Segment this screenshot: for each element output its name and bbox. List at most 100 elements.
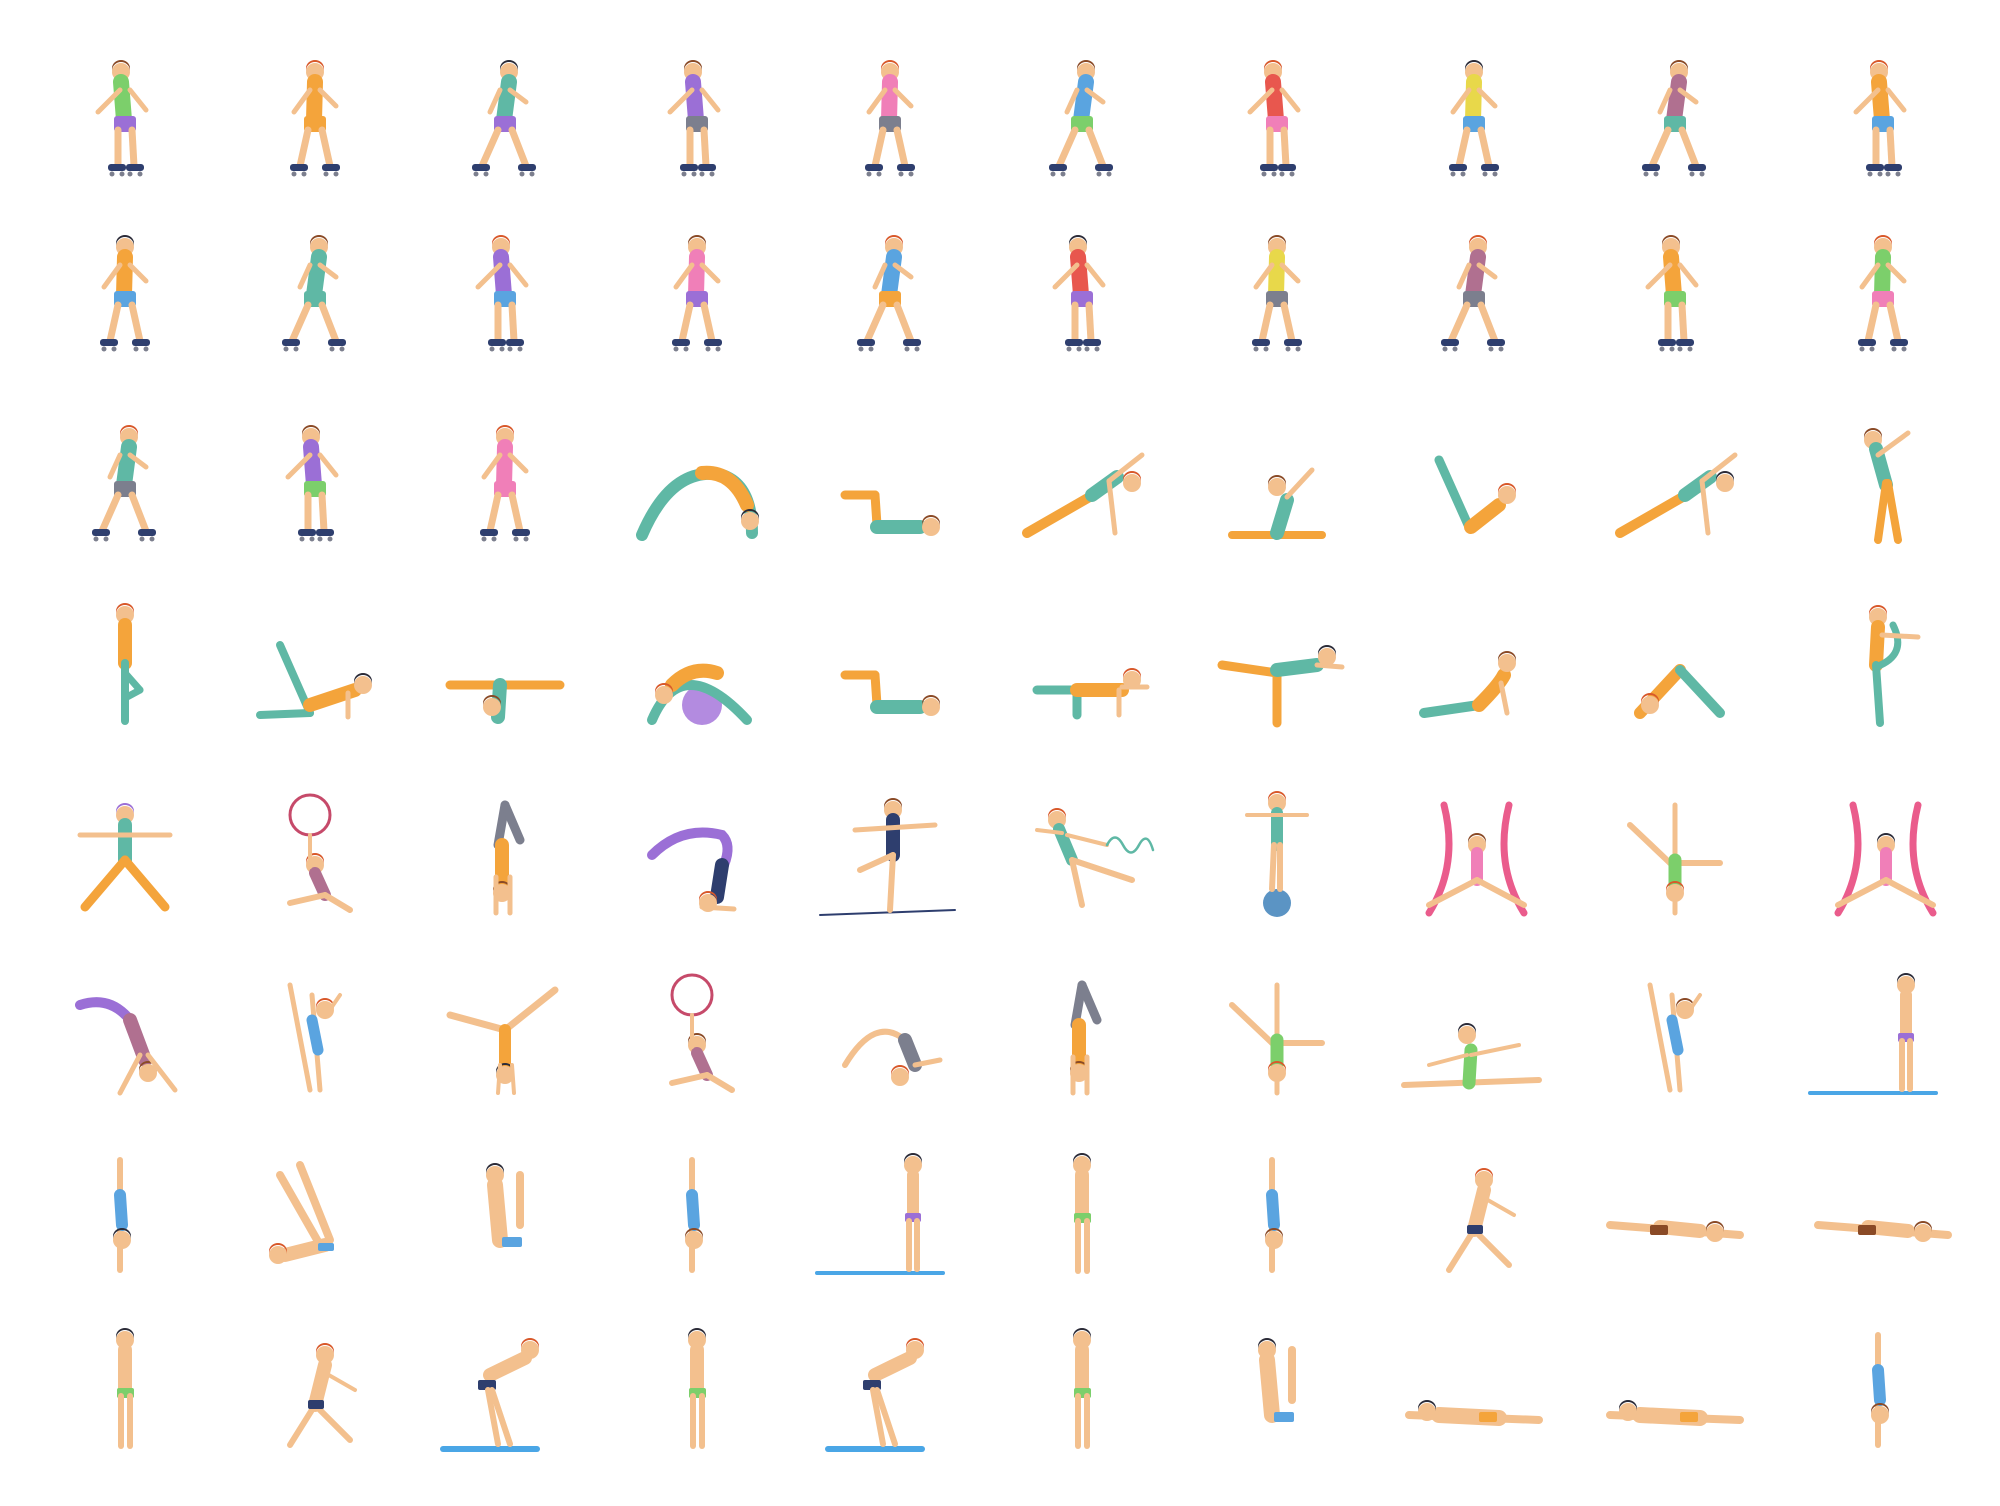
roller-skater-figure: [282, 235, 346, 352]
yoga-boat-pose-icon: [1389, 415, 1559, 565]
diver-ready-icon: [420, 1320, 590, 1470]
yoga-side-plank-figure: [1022, 452, 1145, 538]
roller-skater-icon: [230, 50, 400, 200]
roller-skater-icon: [1798, 50, 1968, 200]
roller-skater-figure: [865, 60, 915, 177]
gymnast-leg-raise-icon: [1590, 965, 1760, 1115]
diver-standing-icon: [997, 1145, 1167, 1295]
gymnast-hoop-icon: [612, 965, 782, 1115]
roller-skater-figure: [290, 60, 340, 177]
handstand-split-figure: [446, 986, 559, 1095]
roller-skater-icon: [420, 50, 590, 200]
roller-skater-figure: [1645, 235, 1699, 352]
floor-split-figure: [1401, 1023, 1542, 1090]
back-flip-icon: [40, 965, 210, 1115]
gymnast-hoop-figure: [287, 793, 353, 913]
yoga-cobra-pose-figure: [1419, 651, 1516, 718]
diver-jump-icon: [230, 1320, 400, 1470]
swimmer-figure: [1814, 1220, 1952, 1242]
roller-skater-icon: [1389, 50, 1559, 200]
roller-skater-icon: [1590, 50, 1760, 200]
diver-tuck-figure: [1258, 1338, 1296, 1423]
roller-skater-icon: [997, 225, 1167, 375]
cartwheel-icon: [1590, 785, 1760, 935]
yoga-dancer-pose-icon: [1798, 595, 1968, 745]
yoga-warrior-three-icon: [1192, 595, 1362, 745]
roller-skater-figure: [1049, 60, 1113, 177]
swimmer-backstroke-icon: [1389, 1320, 1559, 1470]
roller-skater-icon: [612, 50, 782, 200]
cartwheel-figure: [1627, 802, 1723, 916]
roller-skater-icon: [1798, 225, 1968, 375]
roller-skater-icon: [805, 50, 975, 200]
roller-skater-figure: [1252, 235, 1302, 352]
yoga-leg-stretch-figure: [445, 678, 565, 724]
handstand-icon: [997, 965, 1167, 1115]
diver-standing-icon: [40, 1320, 210, 1470]
roller-skater-figure: [472, 60, 536, 177]
roller-skater-icon: [230, 415, 400, 565]
aerial-silks-figure: [1834, 801, 1937, 917]
gymnast-leg-raise-figure: [287, 982, 342, 1093]
roller-skater-figure: [672, 235, 722, 352]
handstand-figure: [1070, 980, 1102, 1096]
swimmer-icon: [1590, 1145, 1760, 1295]
diver-jump-figure: [287, 1343, 357, 1448]
diver-dive-icon: [1798, 1320, 1968, 1470]
tightrope-walker-figure: [819, 798, 956, 916]
yoga-warrior-three-figure: [1217, 645, 1345, 728]
swimmer-backstroke-figure: [1405, 1400, 1543, 1426]
roller-skater-figure: [667, 60, 721, 177]
swimmer-figure: [1606, 1220, 1744, 1242]
roller-skater-icon: [997, 50, 1167, 200]
diver-standing-figure: [116, 1328, 134, 1449]
yoga-seated-stretch-icon: [1192, 415, 1362, 565]
diver-standing-figure: [688, 1328, 706, 1449]
yoga-downward-dog-icon: [1590, 595, 1760, 745]
yoga-floor-pose-icon: [805, 595, 975, 745]
diver-tuck-figure: [486, 1163, 524, 1248]
roller-skater-icon: [612, 225, 782, 375]
swimmer-backstroke-icon: [1590, 1320, 1760, 1470]
swimmer-icon: [1798, 1145, 1968, 1295]
diver-dive-icon: [40, 1145, 210, 1295]
diver-standing-figure: [1073, 1153, 1091, 1274]
ribbon-gymnast-icon: [997, 785, 1167, 935]
yoga-seated-stretch-figure: [1228, 467, 1326, 540]
yoga-warrior-two-icon: [40, 785, 210, 935]
roller-skater-figure: [1858, 235, 1908, 352]
roller-skater-icon: [40, 225, 210, 375]
diver-dive-figure: [113, 1157, 131, 1273]
back-bend-figure: [842, 1028, 943, 1086]
roller-skater-figure: [285, 425, 339, 542]
aerial-silks-icon: [1389, 785, 1559, 935]
diver-on-board-figure: [1808, 973, 1938, 1095]
roller-skater-icon: [1192, 225, 1362, 375]
swimmer-backstroke-figure: [1606, 1400, 1744, 1426]
back-bend-icon: [805, 965, 975, 1115]
diver-on-board-icon: [805, 1145, 975, 1295]
yoga-side-plank-figure: [1615, 452, 1738, 538]
yoga-standing-stretch-icon: [1798, 415, 1968, 565]
roller-skater-figure: [1642, 60, 1706, 177]
roller-skater-figure: [95, 60, 149, 177]
aerial-silks-icon: [1798, 785, 1968, 935]
diver-dive-figure: [1265, 1157, 1283, 1273]
handstand-split-icon: [420, 965, 590, 1115]
diver-on-board-figure: [815, 1153, 945, 1275]
tightrope-walker-icon: [805, 785, 975, 935]
roller-skater-figure: [1449, 60, 1499, 177]
gymnast-leg-raise-icon: [230, 965, 400, 1115]
roller-skater-figure: [1441, 235, 1505, 352]
cartwheel-figure: [1229, 982, 1325, 1096]
yoga-cobra-pose-icon: [1389, 595, 1559, 745]
yoga-table-pose-figure: [1032, 668, 1150, 720]
yoga-downward-dog-figure: [1634, 664, 1725, 719]
yoga-bridge-pose-icon: [612, 415, 782, 565]
diver-standing-icon: [612, 1320, 782, 1470]
fitball-stretch-figure: [647, 663, 752, 725]
yoga-floor-pose-icon: [805, 415, 975, 565]
diver-standing-icon: [997, 1320, 1167, 1470]
yoga-side-plank-icon: [997, 415, 1167, 565]
